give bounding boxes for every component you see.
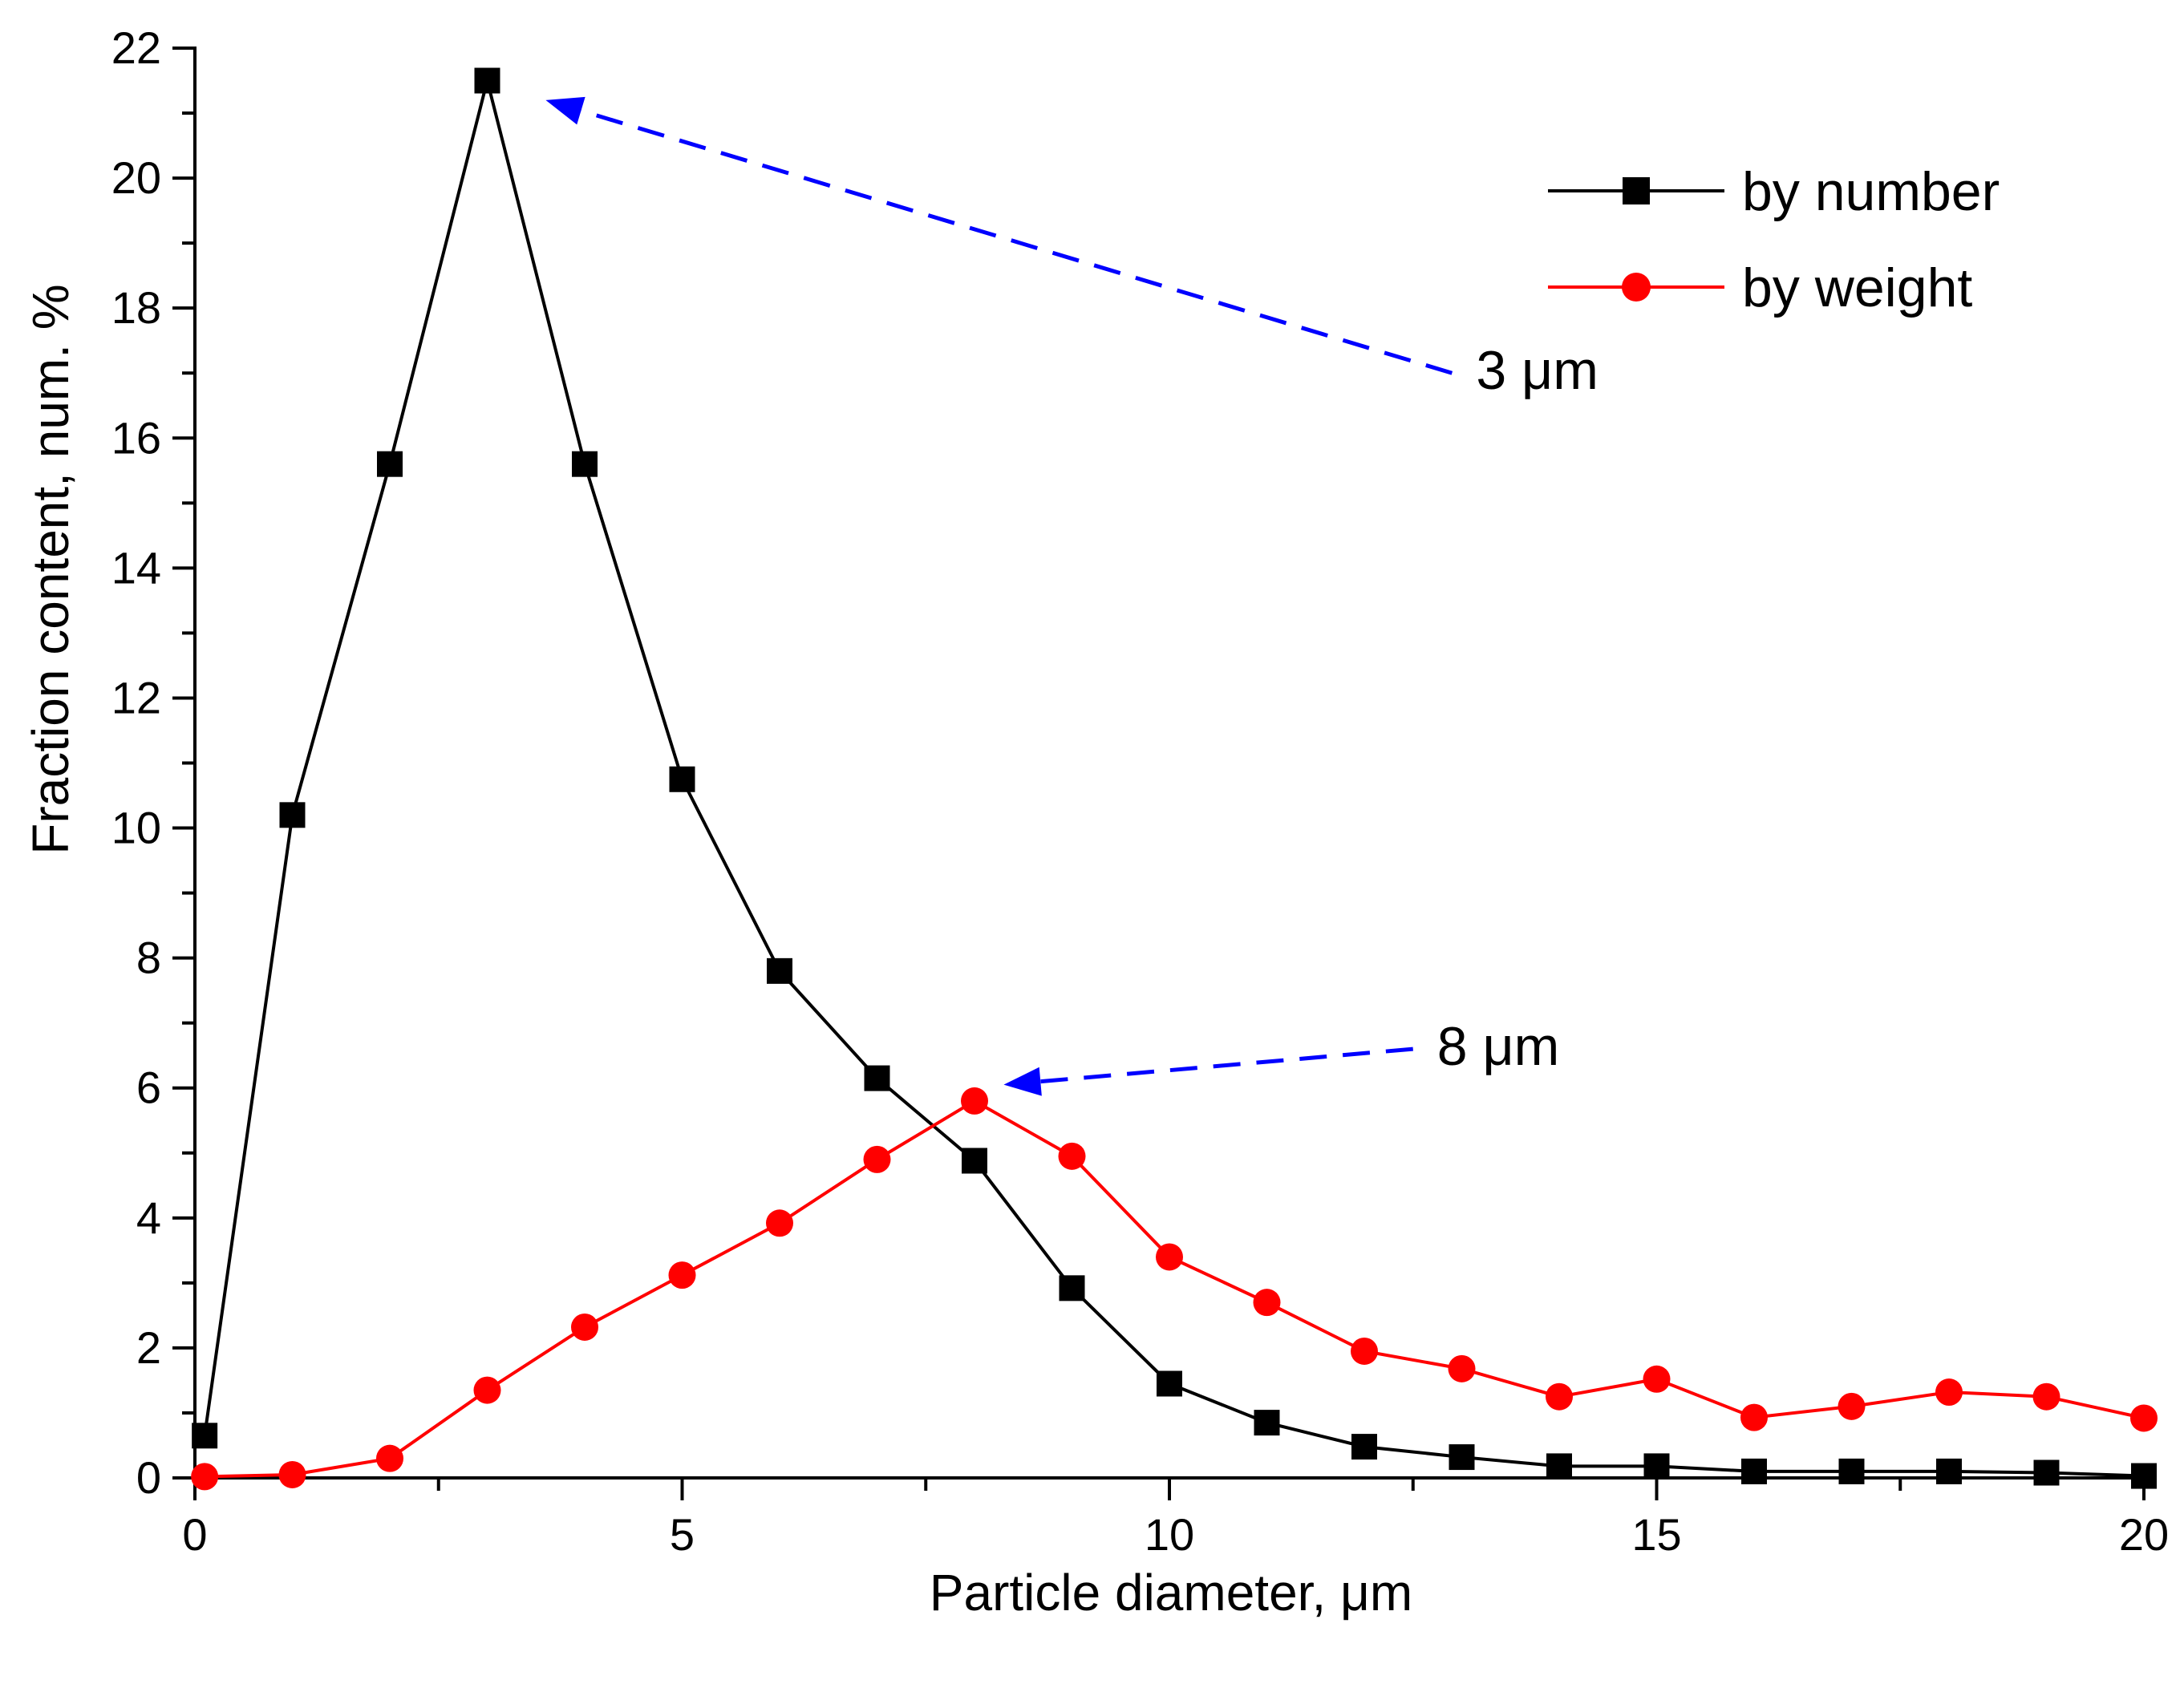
data-point-circle bbox=[376, 1444, 403, 1472]
y-tick-label: 6 bbox=[136, 1063, 161, 1113]
data-point-square bbox=[1449, 1444, 1475, 1471]
y-axis-label: Fraction content, num. % bbox=[22, 284, 79, 854]
x-tick-label: 0 bbox=[182, 1509, 207, 1560]
data-point-square bbox=[1157, 1370, 1182, 1397]
annotation-label: 8 μm bbox=[1437, 1016, 1560, 1077]
data-point-circle bbox=[1935, 1378, 1963, 1407]
data-point-circle bbox=[668, 1261, 696, 1289]
annotation-arrowhead bbox=[1003, 1067, 1042, 1096]
x-tick-label: 15 bbox=[1631, 1509, 1681, 1560]
data-point-circle bbox=[191, 1463, 219, 1491]
data-point-square bbox=[1546, 1453, 1572, 1480]
data-point-circle bbox=[1058, 1142, 1086, 1170]
data-point-square bbox=[1059, 1275, 1085, 1301]
data-point-circle bbox=[2130, 1404, 2158, 1432]
data-point-square bbox=[2131, 1463, 2157, 1489]
x-tick-label: 20 bbox=[2119, 1509, 2169, 1560]
legend-label: by number bbox=[1742, 161, 2000, 222]
data-point-circle bbox=[1253, 1289, 1281, 1317]
legend-item-by-weight: by weight bbox=[1548, 257, 1972, 318]
data-point-circle bbox=[766, 1209, 793, 1237]
series-by-number bbox=[192, 67, 2157, 1489]
y-tick-label: 8 bbox=[136, 933, 161, 983]
data-point-circle bbox=[1546, 1382, 1573, 1411]
annotation-arrow bbox=[1040, 1046, 1413, 1084]
series-layer bbox=[191, 67, 2158, 1491]
y-tick-label: 14 bbox=[111, 542, 161, 593]
y-tick-label: 12 bbox=[111, 672, 161, 723]
legend-marker-square bbox=[1623, 177, 1650, 204]
data-point-circle bbox=[1643, 1365, 1671, 1393]
data-point-circle bbox=[571, 1313, 598, 1341]
legend-marker-circle bbox=[1622, 273, 1651, 302]
series-by-weight bbox=[191, 1087, 2158, 1491]
legend-label: by weight bbox=[1742, 257, 1972, 318]
annotation-label: 3 μm bbox=[1476, 340, 1598, 401]
data-point-square bbox=[1643, 1453, 1670, 1480]
data-point-circle bbox=[1156, 1243, 1183, 1271]
legend-item-by-number: by number bbox=[1548, 161, 2000, 222]
data-point-square bbox=[192, 1423, 218, 1449]
data-point-square bbox=[279, 802, 306, 828]
y-ticks: 0 2 4 6 8 10 12 14 16 18 20 22 bbox=[111, 22, 195, 1503]
data-point-square bbox=[572, 451, 598, 477]
data-point-circle bbox=[1351, 1337, 1378, 1365]
x-tick-label: 5 bbox=[670, 1509, 695, 1560]
data-point-circle bbox=[863, 1145, 891, 1173]
x-ticks: 0 5 10 15 20 bbox=[182, 1478, 2169, 1560]
data-point-square bbox=[1936, 1458, 1962, 1484]
data-point-circle bbox=[1838, 1392, 1866, 1420]
annotation-arrow bbox=[580, 108, 1453, 375]
data-point-circle bbox=[278, 1460, 306, 1488]
data-point-square bbox=[669, 766, 695, 792]
data-point-circle bbox=[2032, 1382, 2060, 1411]
annotation-arrowhead bbox=[545, 96, 586, 125]
legend: by number by weight bbox=[1548, 161, 2000, 318]
annotation-layer: 3 μm 8 μm bbox=[545, 96, 1598, 1096]
data-point-square bbox=[1254, 1410, 1280, 1436]
data-point-square bbox=[767, 957, 792, 984]
y-tick-label: 10 bbox=[111, 803, 161, 853]
data-point-square bbox=[1351, 1434, 1377, 1460]
data-point-square bbox=[1741, 1458, 1767, 1484]
data-point-circle bbox=[473, 1376, 501, 1404]
y-tick-label: 2 bbox=[136, 1322, 161, 1373]
y-tick-label: 16 bbox=[111, 412, 161, 463]
x-tick-label: 10 bbox=[1145, 1509, 1194, 1560]
series-line bbox=[205, 1099, 2145, 1479]
data-point-square bbox=[474, 67, 500, 94]
data-point-circle bbox=[961, 1087, 988, 1115]
data-point-square bbox=[2033, 1459, 2060, 1486]
y-tick-label: 4 bbox=[136, 1192, 161, 1243]
data-point-square bbox=[377, 451, 403, 477]
y-tick-label: 18 bbox=[111, 282, 161, 333]
data-point-circle bbox=[1740, 1403, 1768, 1431]
y-tick-label: 20 bbox=[111, 152, 161, 203]
data-point-square bbox=[1838, 1458, 1865, 1484]
data-point-square bbox=[864, 1065, 890, 1091]
x-axis-label: Particle diameter, μm bbox=[930, 1564, 1412, 1621]
y-tick-label: 0 bbox=[136, 1452, 161, 1503]
y-tick-label: 22 bbox=[111, 22, 161, 73]
data-point-square bbox=[962, 1148, 987, 1174]
data-point-circle bbox=[1448, 1354, 1476, 1382]
